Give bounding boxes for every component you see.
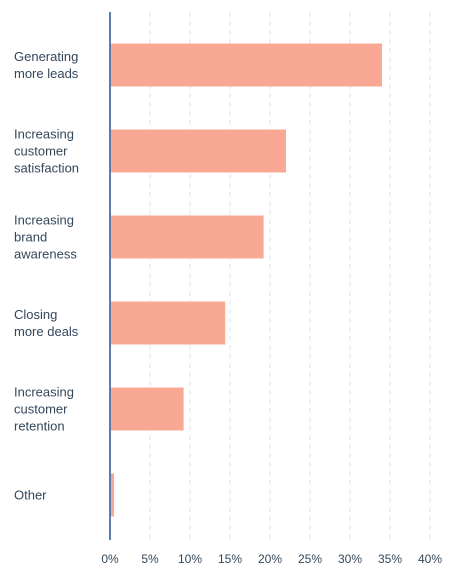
category-label-line: brand xyxy=(14,230,47,245)
category-label: Other xyxy=(14,488,47,503)
category-label-line: Increasing xyxy=(14,213,74,228)
grid-lines xyxy=(149,12,431,540)
bar xyxy=(110,473,114,517)
category-label-line: Generating xyxy=(14,49,78,64)
x-tick-label: 5% xyxy=(141,552,159,566)
bar xyxy=(110,215,264,259)
category-label: Increasing customer retention xyxy=(14,385,74,434)
category-label: Increasing brand awareness xyxy=(14,213,77,262)
category-labels: Generating more leads Increasing customer sa… xyxy=(14,49,79,503)
x-tick-label: 0% xyxy=(101,552,119,566)
x-tick-label: 30% xyxy=(338,552,362,566)
category-label-line: Closing xyxy=(14,307,57,322)
x-tick-label: 15% xyxy=(218,552,242,566)
x-tick-label: 40% xyxy=(418,552,442,566)
category-label: Generating more leads xyxy=(14,49,79,81)
category-label-line: Increasing xyxy=(14,127,74,142)
category-label-line: awareness xyxy=(14,247,77,262)
x-tick-label: 25% xyxy=(298,552,322,566)
bar xyxy=(110,129,286,173)
bars xyxy=(110,43,382,517)
category-label: Closing more deals xyxy=(14,307,79,339)
category-label-line: Increasing xyxy=(14,385,74,400)
category-label-line: satisfaction xyxy=(14,161,79,176)
x-tick-label: 10% xyxy=(178,552,202,566)
category-label-line: retention xyxy=(14,419,65,434)
category-label-line: customer xyxy=(14,144,68,159)
category-label-line: Other xyxy=(14,488,47,503)
x-tick-label: 20% xyxy=(258,552,282,566)
bar xyxy=(110,301,226,345)
category-label: Increasing customer satisfaction xyxy=(14,127,79,176)
category-label-line: customer xyxy=(14,402,68,417)
bar xyxy=(110,43,382,87)
bar xyxy=(110,387,184,431)
category-label-line: more deals xyxy=(14,324,79,339)
category-label-line: more leads xyxy=(14,66,79,81)
x-tick-label: 35% xyxy=(378,552,402,566)
x-tick-labels: 0% 5% 10% 15% 20% 25% 30% 35% 40% xyxy=(101,552,442,566)
